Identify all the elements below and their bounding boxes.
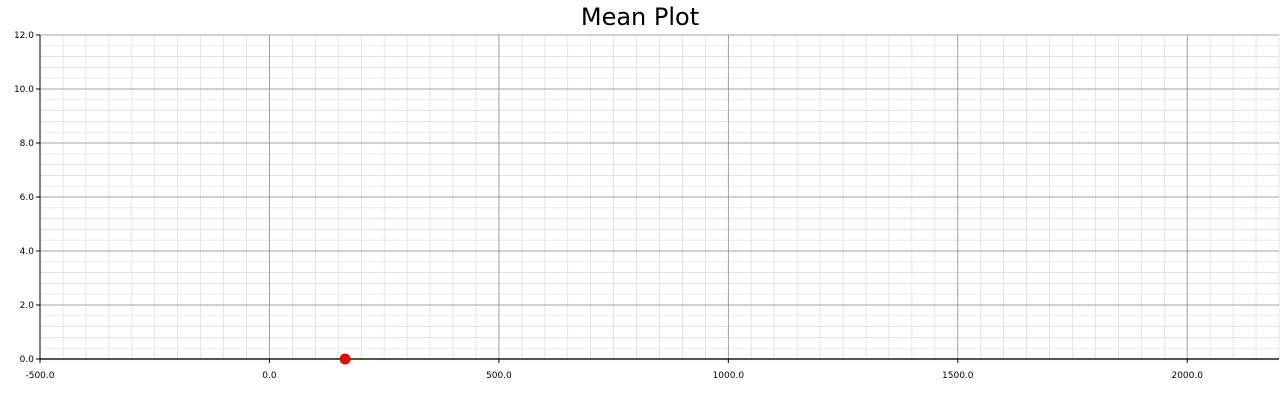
y-tick-label: 4.0	[20, 247, 35, 257]
x-tick-label: 2000.0	[1171, 371, 1203, 381]
x-tick-label: 500.0	[486, 371, 512, 381]
y-tick-label: 12.0	[14, 31, 34, 41]
markers-layer	[339, 353, 351, 365]
tick-labels: -500.0 0.0 500.0 1000.0 1500.0 2000.0 0.0 2.0 4.…	[14, 31, 1203, 381]
y-tick-label: 10.0	[14, 85, 34, 95]
x-tick-label: 0.0	[262, 371, 277, 381]
y-tick-label: 8.0	[20, 139, 35, 149]
x-tick-label: 1000.0	[713, 371, 745, 381]
y-tick-label: 6.0	[20, 193, 35, 203]
y-tick-label: 0.0	[20, 355, 35, 365]
chart-title: Mean Plot	[580, 3, 700, 31]
x-tick-label: 1500.0	[942, 371, 974, 381]
x-tick-label: -500.0	[25, 371, 54, 381]
marker-point-0	[339, 353, 351, 365]
y-tick-label: 2.0	[20, 301, 35, 311]
